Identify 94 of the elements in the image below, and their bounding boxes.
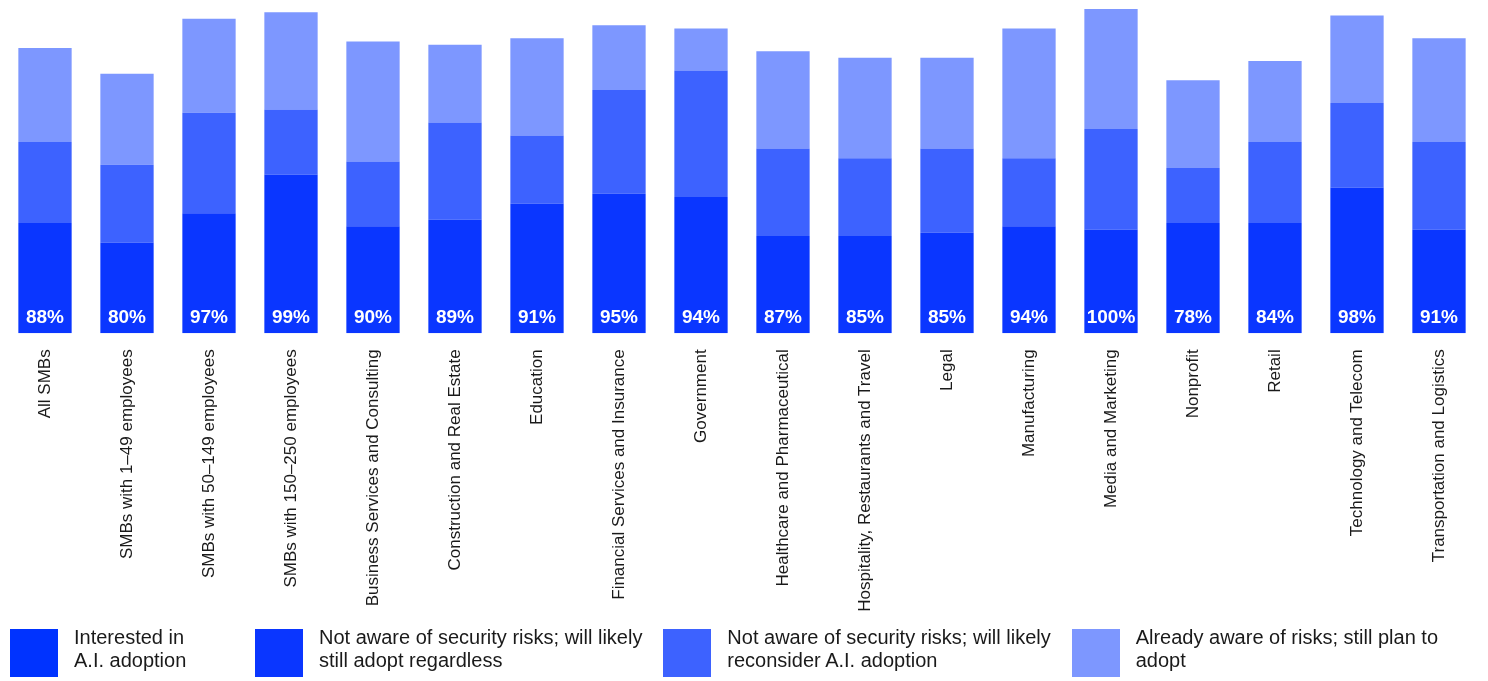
bar <box>100 73 154 165</box>
bar <box>510 135 564 204</box>
bar <box>674 197 728 334</box>
total-label: 97% <box>189 306 229 328</box>
bar <box>182 112 236 214</box>
bar <box>1166 167 1220 224</box>
bar <box>264 109 318 175</box>
bar <box>182 18 236 113</box>
total-label: 85% <box>927 306 967 328</box>
x-tick-label: Retail <box>1264 349 1284 393</box>
bar <box>428 44 482 123</box>
bar <box>1330 15 1384 104</box>
bar <box>1412 141 1466 230</box>
x-tick-label: Media and Marketing <box>1100 349 1120 509</box>
total-label: 85% <box>845 306 885 328</box>
x-tick-label: SMBs with 1–49 employees <box>116 349 136 560</box>
bar <box>428 219 482 334</box>
bar <box>1248 223 1302 334</box>
total-label: 84% <box>1255 306 1295 328</box>
x-tick-label: Education <box>526 349 546 425</box>
x-tick-label: Government <box>690 349 710 443</box>
x-tick-label: Nonprofit <box>1182 349 1202 419</box>
bar <box>510 203 564 334</box>
x-tick-label: Construction and Real Estate <box>444 349 464 571</box>
bar <box>1412 38 1466 142</box>
total-label: 94% <box>1009 306 1049 328</box>
bar <box>756 148 810 237</box>
total-label: 78% <box>1173 306 1213 328</box>
bar <box>264 174 318 334</box>
bar <box>1084 129 1138 230</box>
bar <box>674 28 728 71</box>
total-label: 91% <box>1419 306 1459 328</box>
x-tick-label: Financial Services and Insurance <box>608 349 628 600</box>
bar <box>346 161 400 227</box>
bar <box>838 158 892 237</box>
x-tick-label: Technology and Telecom <box>1346 349 1366 537</box>
total-label: 80% <box>107 306 147 328</box>
bar <box>1166 80 1220 168</box>
bar <box>428 122 482 220</box>
bar <box>838 57 892 159</box>
bar <box>920 148 974 233</box>
bar <box>1248 60 1302 142</box>
bar <box>1330 103 1384 188</box>
bar <box>920 232 974 334</box>
bar <box>1002 28 1056 159</box>
x-tick-label: Manufacturing <box>1018 349 1038 458</box>
bar <box>510 38 564 136</box>
bar <box>1166 223 1220 334</box>
total-label: 94% <box>681 306 721 328</box>
total-label: 95% <box>599 306 639 328</box>
x-tick-label: All SMBs <box>34 349 54 419</box>
x-tick-label: Hospitality, Restaurants and Travel <box>854 349 874 612</box>
bar <box>18 141 72 224</box>
bar <box>1248 141 1302 224</box>
x-tick-label: SMBs with 50–149 employees <box>198 349 218 579</box>
bar <box>756 51 810 149</box>
bar <box>18 47 72 142</box>
bar <box>674 70 728 198</box>
bar <box>182 213 236 334</box>
x-tick-label: Legal <box>936 349 956 391</box>
bar <box>1330 187 1384 334</box>
bar <box>756 236 810 334</box>
total-label: 90% <box>353 306 393 328</box>
bar <box>100 242 154 334</box>
bar <box>1002 158 1056 227</box>
bar <box>920 57 974 149</box>
x-tick-label: Transportation and Logistics <box>1428 349 1448 563</box>
legend-label: Not aware of security risks; will likely reconsider A.I. adoption <box>727 626 1052 672</box>
bar <box>346 226 400 334</box>
x-tick-label: Business Services and Consulting <box>362 349 382 607</box>
bar <box>592 25 646 91</box>
bar <box>1084 9 1138 129</box>
bar <box>100 164 154 243</box>
x-tick-label: SMBs with 150–250 employees <box>280 349 300 588</box>
bar <box>264 12 318 110</box>
x-tick-label: Healthcare and Pharmaceutical <box>772 349 792 587</box>
bar <box>346 41 400 162</box>
bar <box>1002 226 1056 334</box>
total-label: 100% <box>1086 306 1136 328</box>
legend-label: Not aware of security risks; will likely still adopt regardless <box>319 626 644 672</box>
bar <box>592 90 646 194</box>
bar <box>18 223 72 334</box>
total-label: 91% <box>517 306 557 328</box>
total-label: 87% <box>763 306 803 328</box>
legend-title: Interested in A.I. adoption <box>74 626 188 672</box>
bar <box>592 193 646 334</box>
legend-label: Already aware of risks; still plan to adopt <box>1135 626 1439 672</box>
bar <box>1084 229 1138 334</box>
total-label: 98% <box>1337 306 1377 328</box>
total-label: 99% <box>271 306 311 328</box>
total-label: 88% <box>25 306 65 328</box>
total-label: 89% <box>435 306 475 328</box>
bar <box>1412 229 1466 334</box>
bar <box>838 236 892 334</box>
